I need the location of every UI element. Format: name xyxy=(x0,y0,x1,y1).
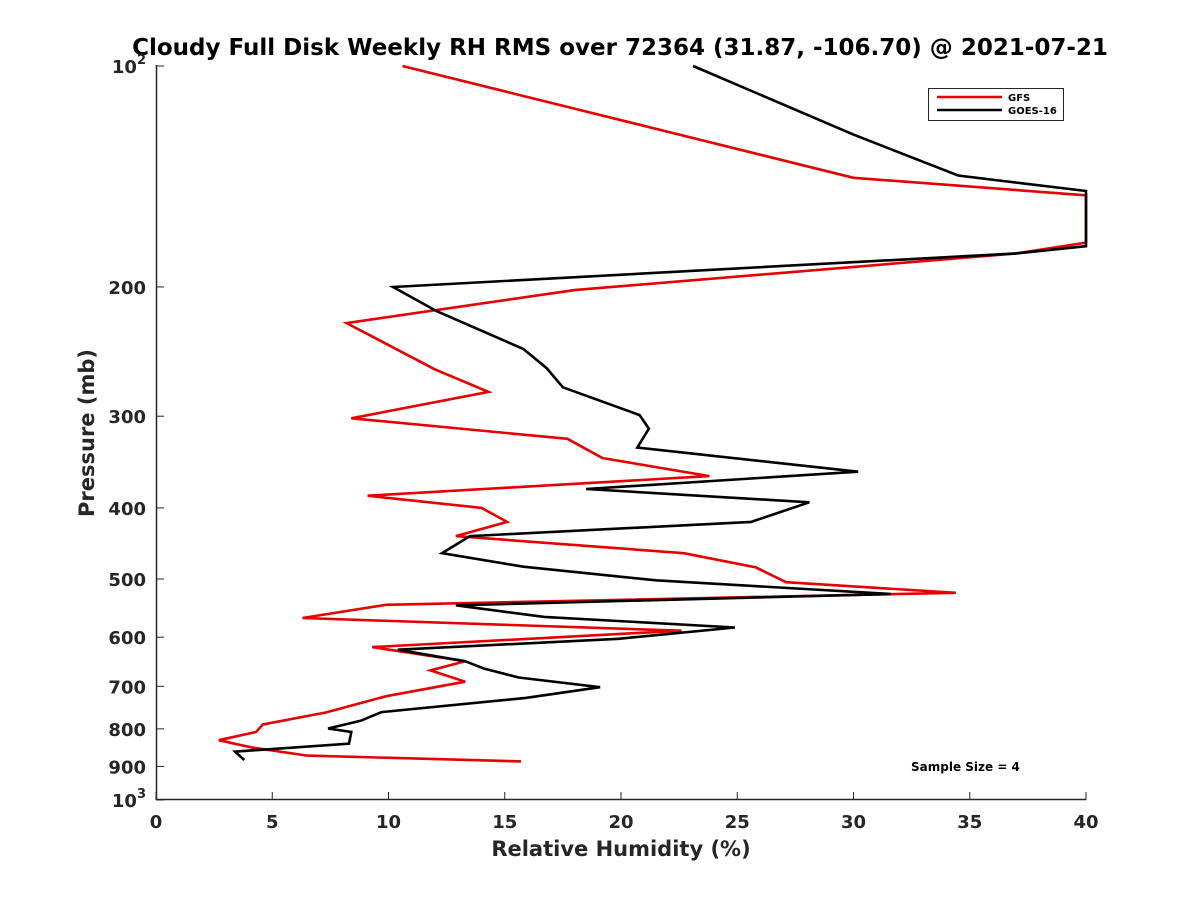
y-tick-label: 600 xyxy=(108,628,146,649)
legend: GFS GOES-16 xyxy=(928,88,1064,121)
x-tick-label: 0 xyxy=(150,812,163,833)
x-tick-label: 35 xyxy=(957,812,982,833)
y-tick-label-base: 400 xyxy=(108,499,146,520)
series-line-gfs xyxy=(218,64,1088,763)
legend-label-goes-16: GOES-16 xyxy=(1008,106,1057,117)
y-tick-label-exponent: 2 xyxy=(137,53,146,68)
x-tick-label: 40 xyxy=(1073,812,1098,833)
y-tick-label-base: 900 xyxy=(108,757,146,778)
series-line-goes-16 xyxy=(231,64,1088,761)
y-tick-label: 400 xyxy=(108,499,146,520)
y-tick-label: 900 xyxy=(108,757,146,778)
x-tick-label: 30 xyxy=(841,812,866,833)
y-tick-label: 102 xyxy=(112,53,146,78)
x-tick-label: 25 xyxy=(725,812,750,833)
y-axis-label: Pressure (mb) xyxy=(75,349,99,517)
series-lines xyxy=(218,64,1088,763)
y-tick-label-base: 700 xyxy=(108,677,146,698)
plot-area xyxy=(155,65,1086,801)
legend-label-gfs: GFS xyxy=(1008,93,1030,104)
x-tick-label: 10 xyxy=(376,812,401,833)
chart-title: Cloudy Full Disk Weekly RH RMS over 7236… xyxy=(132,35,1108,61)
y-tick-label-exponent: 3 xyxy=(137,787,146,802)
y-tick-label: 103 xyxy=(112,787,146,812)
x-tick-label: 20 xyxy=(608,812,633,833)
y-tick-label: 200 xyxy=(108,278,146,299)
y-tick-label-base: 200 xyxy=(108,278,146,299)
legend-box xyxy=(928,88,1064,121)
y-tick-label-base: 300 xyxy=(108,407,146,428)
x-tick-label: 5 xyxy=(266,812,279,833)
y-tick-label: 500 xyxy=(108,570,146,591)
y-tick-label-base: 800 xyxy=(108,720,146,741)
y-tick-label-base: 500 xyxy=(108,570,146,591)
x-axis-label: Relative Humidity (%) xyxy=(491,837,750,861)
sample-size-annotation: Sample Size = 4 xyxy=(911,760,1020,774)
x-axis-ticks: 0 5 10 15 20 25 30 35 40 xyxy=(150,792,1099,833)
y-tick-label: 700 xyxy=(108,677,146,698)
y-tick-label-base: 10 xyxy=(112,791,137,812)
x-tick-label: 15 xyxy=(492,812,517,833)
y-tick-label-base: 10 xyxy=(112,57,137,78)
y-tick-label: 300 xyxy=(108,407,146,428)
y-tick-label: 800 xyxy=(108,720,146,741)
y-tick-label-base: 600 xyxy=(108,628,146,649)
